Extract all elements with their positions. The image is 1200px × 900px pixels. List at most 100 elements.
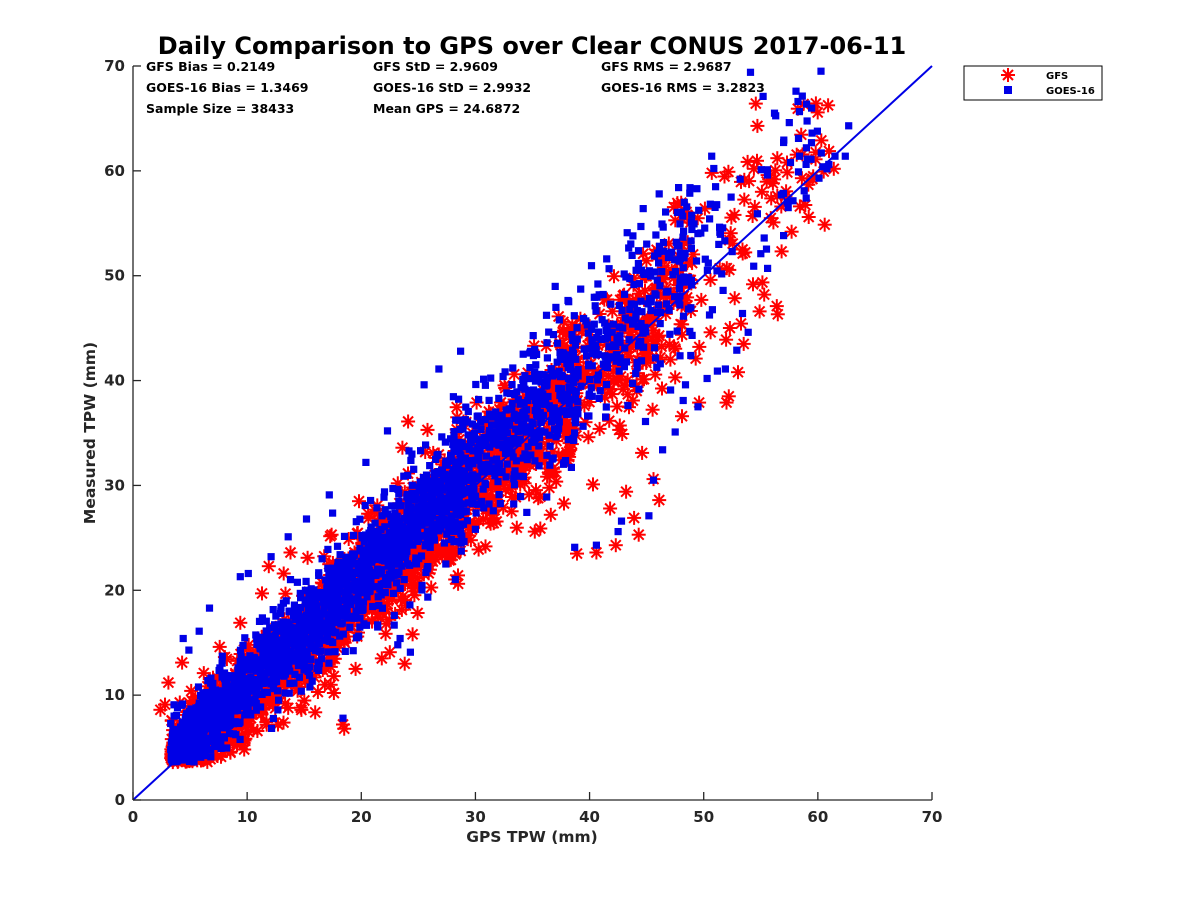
data-point bbox=[188, 747, 196, 755]
data-point bbox=[527, 438, 536, 446]
data-point bbox=[308, 705, 323, 720]
data-point bbox=[236, 718, 244, 726]
data-point bbox=[626, 275, 634, 283]
data-point bbox=[219, 687, 227, 695]
data-point bbox=[686, 189, 694, 197]
data-point bbox=[609, 320, 617, 328]
data-point bbox=[381, 523, 389, 531]
data-point bbox=[581, 430, 596, 445]
data-point bbox=[584, 329, 592, 337]
data-point bbox=[774, 244, 789, 259]
data-point bbox=[821, 98, 836, 113]
data-point bbox=[464, 473, 472, 481]
data-point bbox=[737, 192, 752, 207]
data-point bbox=[349, 647, 357, 655]
data-point bbox=[471, 472, 479, 480]
data-point bbox=[349, 560, 357, 568]
data-point bbox=[525, 391, 533, 399]
data-point bbox=[612, 422, 627, 437]
data-point bbox=[638, 308, 646, 316]
data-point bbox=[286, 576, 295, 584]
data-point bbox=[349, 554, 357, 562]
data-point bbox=[545, 431, 553, 439]
data-point bbox=[324, 527, 339, 542]
data-point bbox=[754, 184, 769, 199]
data-point bbox=[563, 442, 578, 457]
data-point bbox=[489, 507, 497, 515]
data-point bbox=[384, 581, 392, 589]
data-point bbox=[622, 358, 631, 366]
data-point bbox=[779, 189, 788, 197]
data-point bbox=[167, 738, 175, 746]
data-point bbox=[288, 656, 296, 664]
data-point bbox=[468, 420, 476, 428]
data-point bbox=[377, 526, 385, 534]
data-point bbox=[394, 532, 402, 540]
data-point bbox=[351, 578, 359, 586]
data-point bbox=[455, 395, 463, 403]
data-point bbox=[631, 527, 646, 542]
data-point bbox=[293, 700, 308, 715]
data-point bbox=[252, 706, 260, 714]
data-point bbox=[504, 417, 512, 425]
data-point bbox=[687, 351, 695, 360]
data-point bbox=[783, 198, 791, 206]
data-point bbox=[469, 479, 477, 487]
data-point bbox=[666, 249, 674, 258]
data-point bbox=[514, 439, 522, 447]
data-point bbox=[390, 621, 398, 629]
data-point bbox=[609, 341, 617, 349]
data-point bbox=[332, 628, 340, 636]
data-point bbox=[648, 367, 663, 382]
data-point bbox=[814, 133, 829, 148]
data-point bbox=[516, 400, 524, 408]
data-point bbox=[451, 575, 459, 584]
data-point bbox=[676, 220, 684, 228]
data-point bbox=[355, 632, 363, 640]
data-point bbox=[355, 601, 363, 609]
data-point bbox=[380, 493, 388, 501]
data-point bbox=[464, 431, 472, 439]
data-point bbox=[762, 245, 771, 253]
data-point bbox=[543, 373, 551, 381]
data-point bbox=[541, 428, 549, 436]
data-point bbox=[655, 259, 663, 267]
data-point bbox=[596, 387, 604, 395]
data-point bbox=[632, 315, 640, 323]
data-point bbox=[285, 639, 293, 647]
data-point bbox=[503, 437, 511, 445]
data-point bbox=[213, 728, 221, 736]
data-point bbox=[308, 677, 316, 685]
data-point bbox=[456, 466, 464, 475]
data-point bbox=[599, 360, 607, 368]
data-point bbox=[302, 596, 310, 604]
data-point bbox=[605, 387, 620, 402]
data-point bbox=[703, 266, 711, 274]
data-point bbox=[505, 490, 519, 504]
data-point bbox=[463, 517, 471, 525]
data-point bbox=[666, 330, 674, 338]
data-point bbox=[381, 574, 390, 582]
data-point bbox=[792, 87, 800, 95]
data-point bbox=[238, 667, 246, 675]
data-point bbox=[428, 496, 436, 504]
data-point bbox=[705, 311, 714, 319]
data-point bbox=[441, 438, 449, 446]
data-point bbox=[346, 574, 354, 582]
data-point bbox=[539, 371, 547, 379]
data-point bbox=[584, 412, 592, 420]
data-point bbox=[595, 394, 603, 402]
data-point bbox=[272, 677, 280, 685]
data-point bbox=[307, 655, 315, 663]
data-point bbox=[484, 460, 492, 468]
data-point bbox=[527, 524, 542, 539]
data-point bbox=[580, 345, 588, 353]
data-point bbox=[510, 481, 519, 489]
data-point bbox=[271, 631, 279, 639]
data-point bbox=[291, 614, 299, 622]
data-point bbox=[662, 208, 670, 216]
data-point bbox=[518, 420, 526, 428]
data-point bbox=[406, 525, 414, 534]
data-point bbox=[359, 605, 367, 613]
data-point bbox=[537, 427, 545, 435]
